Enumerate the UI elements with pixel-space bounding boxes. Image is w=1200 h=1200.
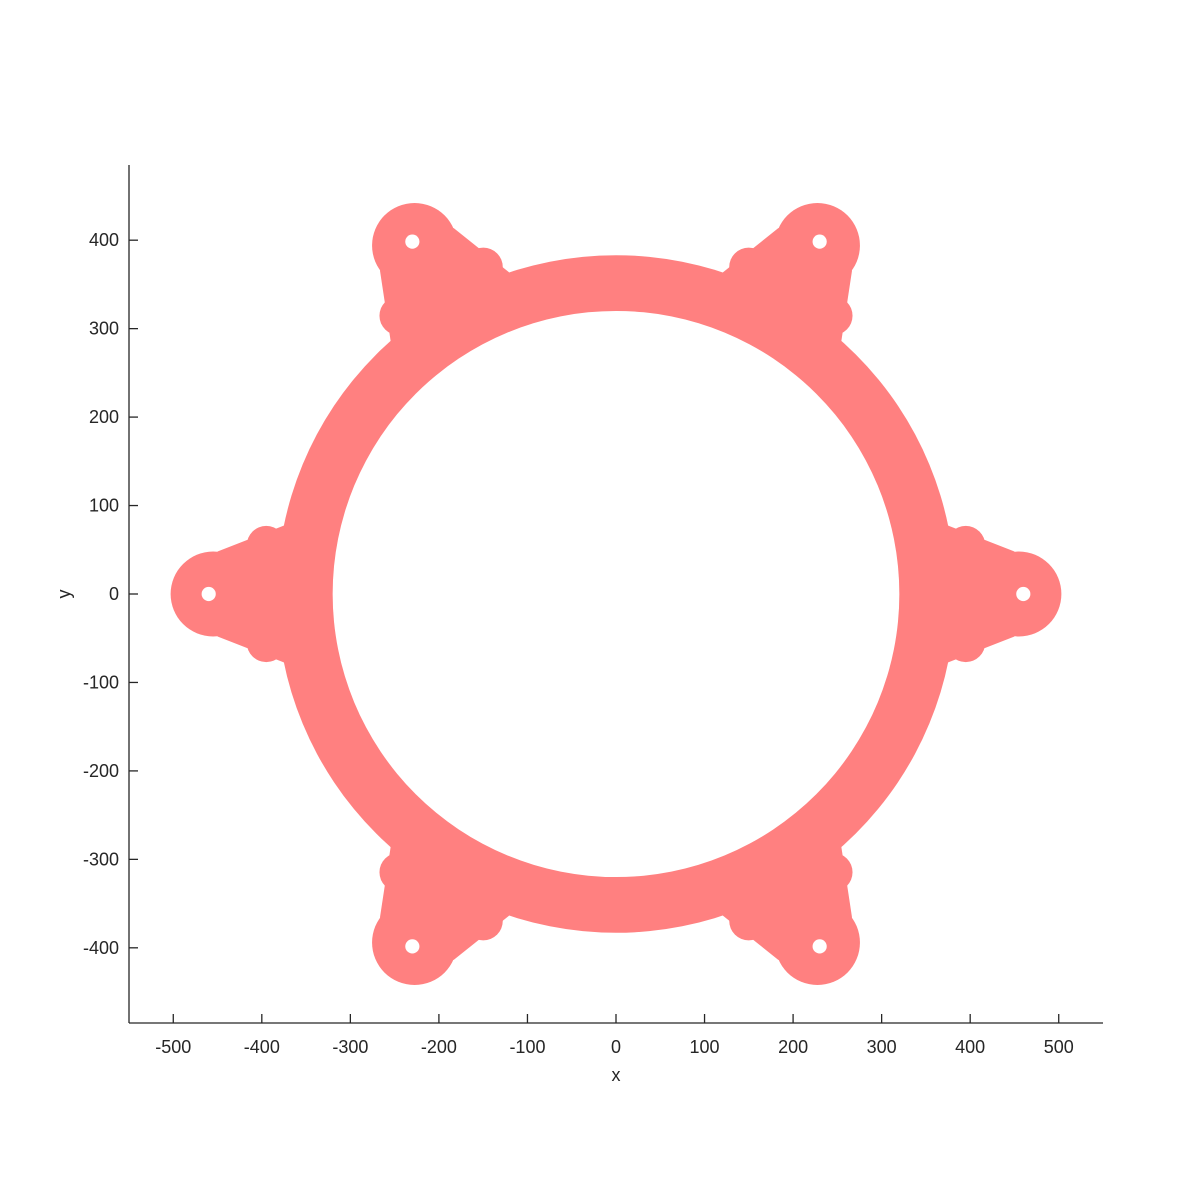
x-tick-label: -200 (421, 1037, 457, 1057)
lug-fillet (946, 525, 986, 565)
x-tick-label: 0 (611, 1037, 621, 1057)
lug-fillet (246, 623, 286, 663)
bolt-hole (812, 939, 827, 954)
y-axis-label: y (54, 590, 74, 599)
y-tick-label: 300 (89, 319, 119, 339)
lug-bridge (908, 509, 1015, 679)
bolt-hole (201, 586, 216, 602)
lug-fillet (463, 901, 503, 941)
lug-fillet (729, 901, 769, 941)
x-tick-label: 400 (955, 1037, 985, 1057)
lug-fillet (813, 296, 853, 336)
x-axis-label: x (612, 1065, 621, 1085)
y-tick-label: -200 (83, 761, 119, 781)
lug-fillet (379, 296, 419, 336)
lug-fillet (946, 623, 986, 663)
lug-bridge (217, 509, 324, 679)
lug-fillet (813, 852, 853, 892)
x-tick-label: 100 (690, 1037, 720, 1057)
y-tick-label: 100 (89, 496, 119, 516)
y-tick-label: 400 (89, 230, 119, 250)
lug-fillet (379, 852, 419, 892)
y-ticks: -400 -300 -200 -100 0 100 200 300 400 (83, 230, 138, 958)
x-tick-label: -400 (244, 1037, 280, 1057)
x-tick-label: 200 (778, 1037, 808, 1057)
x-tick-label: -100 (509, 1037, 545, 1057)
ring-inner-hole (332, 310, 900, 878)
y-tick-label: 200 (89, 407, 119, 427)
lug-fillet (246, 525, 286, 565)
y-tick-label: 0 (109, 584, 119, 604)
x-tick-label: -300 (332, 1037, 368, 1057)
x-tick-label: -500 (155, 1037, 191, 1057)
x-ticks: -500 -400 -300 -200 -100 0 100 200 300 400 500 (155, 1014, 1074, 1057)
ring-shape (170, 202, 1062, 986)
x-tick-label: 300 (867, 1037, 897, 1057)
lug-fillet (463, 247, 503, 287)
bolt-hole (405, 939, 420, 954)
y-tick-label: -400 (83, 938, 119, 958)
y-tick-label: -300 (83, 849, 119, 869)
lug-fillet (729, 247, 769, 287)
bolt-hole (812, 234, 827, 249)
x-tick-label: 500 (1044, 1037, 1074, 1057)
bolt-hole (1016, 586, 1031, 602)
bolt-hole (405, 234, 420, 249)
y-tick-label: -100 (83, 672, 119, 692)
